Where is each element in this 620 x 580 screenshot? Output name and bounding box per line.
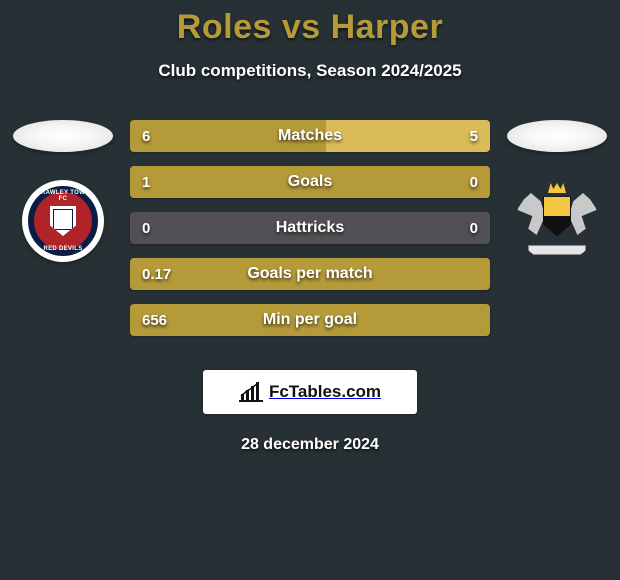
stat-value-left: 0	[142, 212, 150, 244]
left-player-photo-placeholder	[13, 120, 113, 152]
crest-shield-icon	[50, 206, 76, 236]
stat-fill-right	[326, 120, 490, 152]
crest-bottom-text: RED DEVILS	[43, 246, 82, 252]
footer-region: FcTables.com 28 december 2024	[0, 352, 620, 454]
date-text: 28 december 2024	[0, 436, 620, 454]
stat-bar: Goals per match0.17	[130, 258, 490, 290]
left-club-crest: CRAWLEY TOWN FC RED DEVILS	[22, 180, 104, 262]
right-player-photo-placeholder	[507, 120, 607, 152]
crawley-town-crest: CRAWLEY TOWN FC RED DEVILS	[28, 186, 98, 256]
page-subtitle: Club competitions, Season 2024/2025	[0, 61, 620, 81]
right-shield-icon	[543, 196, 571, 236]
griffin-left-icon	[517, 193, 545, 235]
bar-chart-icon	[239, 382, 263, 402]
brand-link[interactable]: FcTables.com	[203, 370, 417, 414]
stats-column: Matches65 Goals10 Hattricks0 0 Goals per mat…	[130, 120, 490, 336]
crest-top-text: CRAWLEY TOWN FC	[34, 190, 92, 202]
crest-ribbon	[528, 245, 586, 255]
crown-icon	[548, 183, 566, 193]
right-player-column	[506, 120, 608, 262]
stat-bar: Matches65	[130, 120, 490, 152]
right-club-crest	[516, 180, 598, 262]
right-crest-graphic	[517, 183, 597, 259]
page-title: Roles vs Harper	[0, 0, 620, 47]
brand-text: FcTables.com	[269, 382, 381, 402]
stat-fill-left	[130, 166, 490, 198]
stat-bar: Hattricks0 0	[130, 212, 490, 244]
left-player-column: CRAWLEY TOWN FC RED DEVILS	[12, 120, 114, 262]
griffin-right-icon	[569, 193, 597, 235]
stat-bar: Min per goal656	[130, 304, 490, 336]
stat-fill-left	[130, 120, 326, 152]
stat-fill-left	[130, 304, 490, 336]
stat-value-right: 0	[470, 212, 478, 244]
stat-fill-left	[130, 258, 490, 290]
comparison-infographic: Roles vs Harper Club competitions, Seaso…	[0, 0, 620, 580]
content-row: CRAWLEY TOWN FC RED DEVILS Matches65 Goal…	[0, 120, 620, 336]
stat-bar: Goals10	[130, 166, 490, 198]
stat-label: Hattricks	[130, 212, 490, 244]
